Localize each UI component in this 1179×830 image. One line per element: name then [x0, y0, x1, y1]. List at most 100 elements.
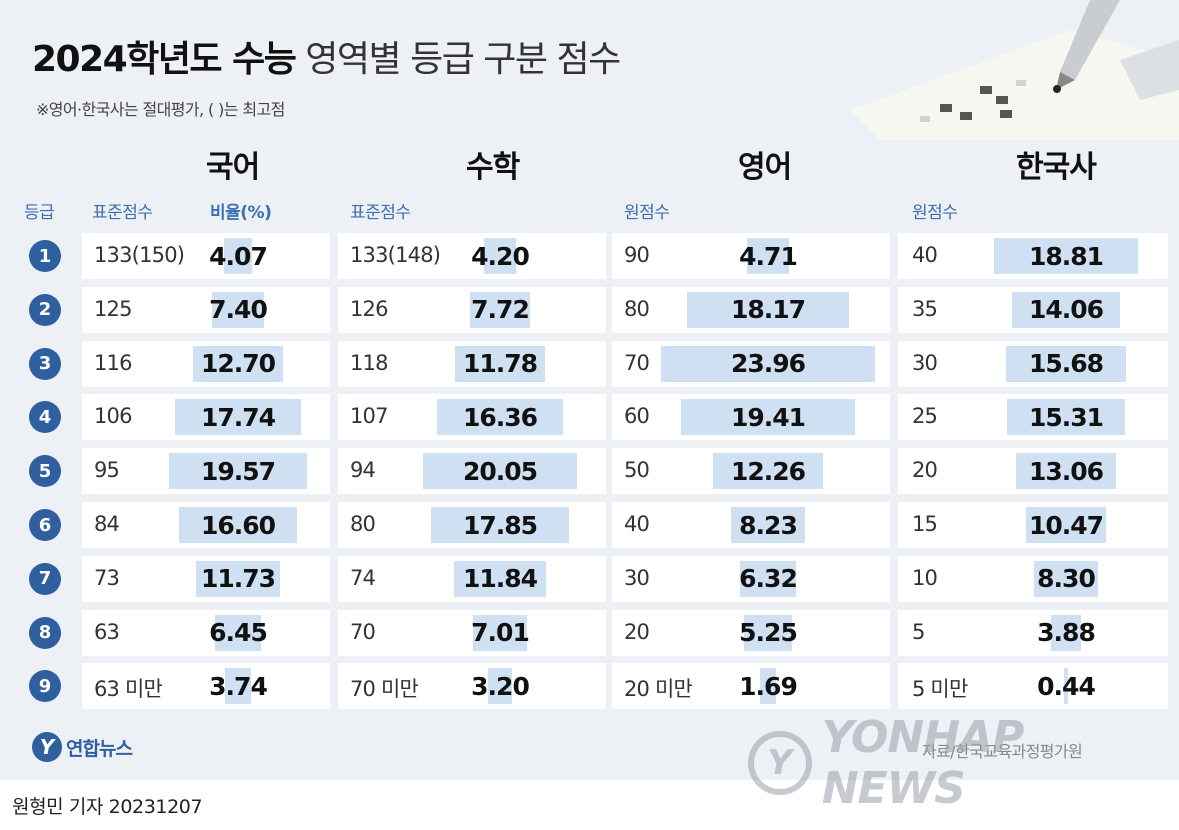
history-ratio-label: 15.31	[1028, 402, 1104, 432]
row-segment	[612, 663, 890, 710]
subject-english: 영어	[738, 150, 792, 185]
history-ratio-label: 0.44	[1037, 671, 1096, 701]
korean-ratio-label: 6.45	[209, 618, 268, 648]
korean-ratio-label: 16.60	[200, 510, 276, 540]
korean-score: 95	[94, 458, 120, 483]
math-score: 118	[350, 350, 388, 375]
english-ratio-label: 12.26	[730, 456, 806, 486]
korean-ratio-bar	[168, 453, 308, 490]
english-ratio-bar	[746, 238, 790, 274]
english-ratio-bar	[686, 291, 850, 328]
math-ratio-bar	[436, 399, 564, 436]
math-ratio-label: 7.01	[471, 618, 530, 648]
math-score: 70	[350, 619, 376, 644]
math-score: 74	[350, 565, 376, 590]
history-ratio-label: 13.06	[1028, 456, 1104, 486]
korean-ratio-bar	[193, 345, 283, 382]
korean-ratio-label: 19.57	[200, 456, 276, 486]
row-segment	[82, 286, 330, 333]
korean-ratio-label: 4.07	[209, 241, 268, 271]
subject-math: 수학	[466, 150, 520, 185]
history-score: 15	[912, 512, 938, 536]
english-ratio-bar	[660, 345, 876, 382]
col-korean-std: 표준점수	[92, 203, 153, 223]
english-score: 20 미만	[624, 677, 693, 702]
english-score: 80	[624, 296, 650, 321]
grade-badge: 6	[29, 509, 61, 541]
korean-score: 73	[94, 565, 120, 590]
grade-badge: 7	[29, 562, 61, 595]
page-title: 2024학년도 수능 영역별 등급 구분 점수	[32, 30, 621, 82]
korean-ratio-bar	[175, 399, 301, 436]
english-ratio-bar	[739, 560, 797, 597]
history-score: 30	[912, 350, 938, 375]
history-ratio-label: 10.47	[1028, 510, 1104, 540]
math-score: 107	[350, 404, 388, 429]
yonhap-mark-icon: Y	[32, 732, 62, 762]
history-score: 40	[912, 243, 938, 267]
math-ratio-bar	[483, 238, 517, 274]
yonhap-logo: Y 연합뉴스	[32, 732, 133, 762]
history-score: 35	[912, 296, 938, 321]
history-ratio-label: 3.88	[1037, 618, 1096, 648]
col-grade: 등급	[24, 203, 55, 223]
col-english-raw: 원점수	[624, 203, 670, 223]
math-score: 94	[350, 458, 376, 483]
math-score: 70 미만	[350, 677, 419, 702]
english-ratio-label: 19.41	[730, 402, 806, 432]
subject-korean: 국어	[206, 150, 260, 185]
watermark: Y YONHAP NEWS	[748, 712, 1179, 814]
math-ratio-bar	[454, 345, 546, 382]
yonhap-logo-text: 연합뉴스	[66, 737, 133, 760]
row-segment	[82, 233, 330, 279]
korean-score: 133(150)	[94, 243, 185, 267]
history-ratio-label: 18.81	[1028, 241, 1104, 271]
history-ratio-bar	[1025, 507, 1107, 543]
col-math-std: 표준점수	[350, 203, 411, 223]
title-bold: 2024학년도 수능	[32, 39, 297, 80]
english-ratio-label: 8.23	[739, 510, 798, 540]
math-ratio-label: 4.20	[471, 241, 530, 271]
math-score: 126	[350, 296, 388, 321]
math-ratio-label: 20.05	[462, 456, 538, 486]
korean-ratio-bar	[179, 507, 297, 543]
grade-badge: 1	[29, 240, 61, 272]
history-ratio-bar	[1015, 453, 1117, 490]
row-segment	[82, 663, 330, 710]
math-score: 133(148)	[350, 243, 441, 267]
reporter-credit: 원형민 기자 20231207	[12, 796, 203, 818]
col-history-raw: 원점수	[912, 203, 958, 223]
korean-ratio-label: 11.73	[200, 564, 276, 594]
math-ratio-bar	[454, 560, 546, 597]
korean-ratio-label: 7.40	[209, 295, 268, 325]
history-ratio-bar	[1005, 345, 1127, 382]
english-ratio-label: 6.32	[739, 564, 798, 594]
pen-answer-sheet-illustration	[850, 0, 1179, 140]
grade-badge: 4	[29, 401, 61, 434]
english-ratio-bar	[713, 453, 823, 490]
english-score: 30	[624, 565, 650, 590]
col-korean-ratio: 비율(%)	[210, 203, 272, 223]
korean-score: 63 미만	[94, 677, 163, 702]
row-segment	[898, 609, 1168, 656]
grade-badge: 3	[29, 347, 61, 380]
history-ratio-bar	[1064, 668, 1068, 705]
math-ratio-bar	[431, 507, 569, 543]
history-ratio-label: 14.06	[1028, 295, 1104, 325]
korean-ratio-bar	[224, 668, 252, 705]
subject-history: 한국사	[1016, 150, 1097, 185]
math-ratio-label: 11.78	[462, 349, 538, 379]
math-ratio-bar	[487, 668, 513, 705]
english-ratio-bar	[731, 507, 805, 543]
math-score: 80	[350, 512, 376, 536]
english-score: 60	[624, 404, 650, 429]
history-ratio-label: 15.68	[1028, 349, 1104, 379]
math-ratio-bar	[470, 291, 530, 328]
korean-score: 125	[94, 296, 132, 321]
english-ratio-bar	[744, 614, 792, 651]
english-score: 50	[624, 458, 650, 483]
english-ratio-label: 18.17	[730, 295, 806, 325]
row-segment	[82, 609, 330, 656]
math-ratio-label: 16.36	[462, 402, 538, 432]
